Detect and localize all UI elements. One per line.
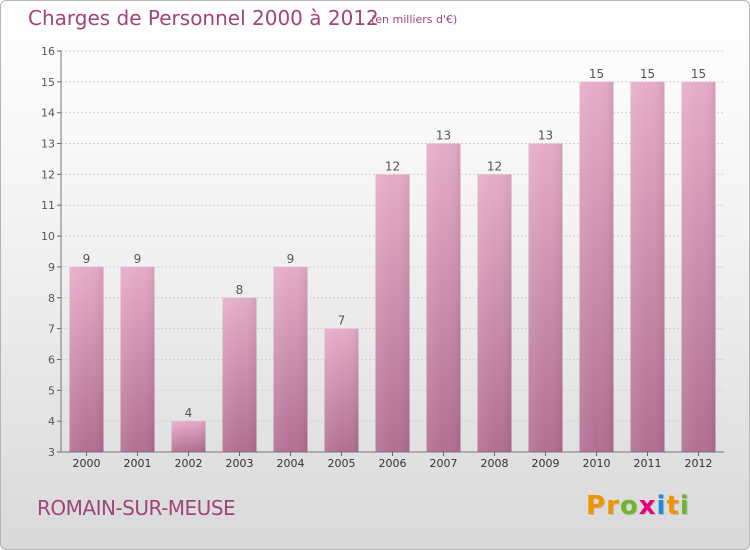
y-tick-label: 5 [48, 384, 55, 397]
logo-letter: x [638, 491, 657, 521]
x-tick-label: 2012 [685, 457, 713, 470]
x-tick-label: 2006 [379, 457, 407, 470]
bar-chart: 9 9 4 8 9 7 12 13 12 13 15 15 15 3 4 5 6 7 8 9 10 11 12 13 14 15… [41, 45, 724, 470]
bar-shine [681, 81, 716, 452]
y-tick-label: 3 [48, 446, 55, 459]
y-tick-label: 15 [41, 76, 55, 89]
x-tick-label: 2010 [583, 457, 611, 470]
logo-letter: o [619, 491, 639, 521]
bar-value-label: 15 [589, 67, 604, 81]
bar-shine [579, 81, 614, 452]
bar-value-label: 15 [640, 67, 655, 81]
bar-shine [273, 266, 308, 452]
bar-shine [477, 174, 512, 452]
logo-letter: i [656, 491, 667, 521]
x-tick-label: 2001 [124, 457, 152, 470]
bar-value-label: 12 [487, 159, 502, 173]
y-tick-label: 9 [48, 261, 55, 274]
logo-letter: r [606, 491, 620, 521]
y-tick-label: 13 [41, 138, 55, 151]
bar-value-label: 13 [538, 129, 553, 143]
x-tick-label: 2004 [277, 457, 305, 470]
x-tick-label: 2002 [175, 457, 203, 470]
bar-shine [324, 328, 359, 452]
chart-title: Charges de Personnel 2000 à 2012 [28, 6, 379, 30]
y-tick-label: 7 [48, 323, 55, 336]
x-tick-label: 2009 [532, 457, 560, 470]
bar-value-label: 9 [134, 252, 142, 266]
bar-value-label: 13 [436, 129, 451, 143]
x-tick-label: 2008 [481, 457, 509, 470]
y-tick-label: 11 [41, 199, 55, 212]
bar-value-label: 15 [691, 67, 706, 81]
bar-value-label: 4 [185, 406, 193, 420]
chart-subtitle: (en milliers d'€) [371, 13, 458, 26]
bar-shine [630, 81, 665, 452]
y-tick-label: 8 [48, 292, 55, 305]
bar-shine [528, 143, 563, 453]
bar-shine [69, 266, 104, 452]
city-name: ROMAIN-SUR-MEUSE [37, 496, 236, 520]
y-tick-label: 4 [48, 415, 55, 428]
bar-shine [426, 143, 461, 453]
y-tick-label: 10 [41, 230, 55, 243]
x-tick-label: 2000 [73, 457, 101, 470]
bar-shine [222, 297, 257, 452]
y-tick-label: 14 [41, 107, 55, 120]
bar-shine [375, 174, 410, 452]
proxiti-logo: Proxiti [586, 491, 690, 521]
bar-value-label: 9 [287, 252, 295, 266]
x-tick-label: 2005 [328, 457, 356, 470]
x-tick-label: 2007 [430, 457, 458, 470]
bar-value-label: 12 [385, 159, 400, 173]
x-tick-label: 2003 [226, 457, 254, 470]
bar-value-label: 7 [338, 314, 346, 328]
bar-shine [171, 421, 206, 452]
logo-letter: t [666, 491, 680, 521]
logo-letter: i [679, 491, 690, 521]
logo-letter: P [586, 491, 607, 521]
bar-value-label: 9 [83, 252, 91, 266]
bar-value-label: 8 [236, 283, 244, 297]
y-tick-label: 12 [41, 168, 55, 181]
x-tick-label: 2011 [634, 457, 662, 470]
y-tick-label: 6 [48, 353, 55, 366]
bar-shine [120, 266, 155, 452]
y-tick-label: 16 [41, 45, 55, 58]
